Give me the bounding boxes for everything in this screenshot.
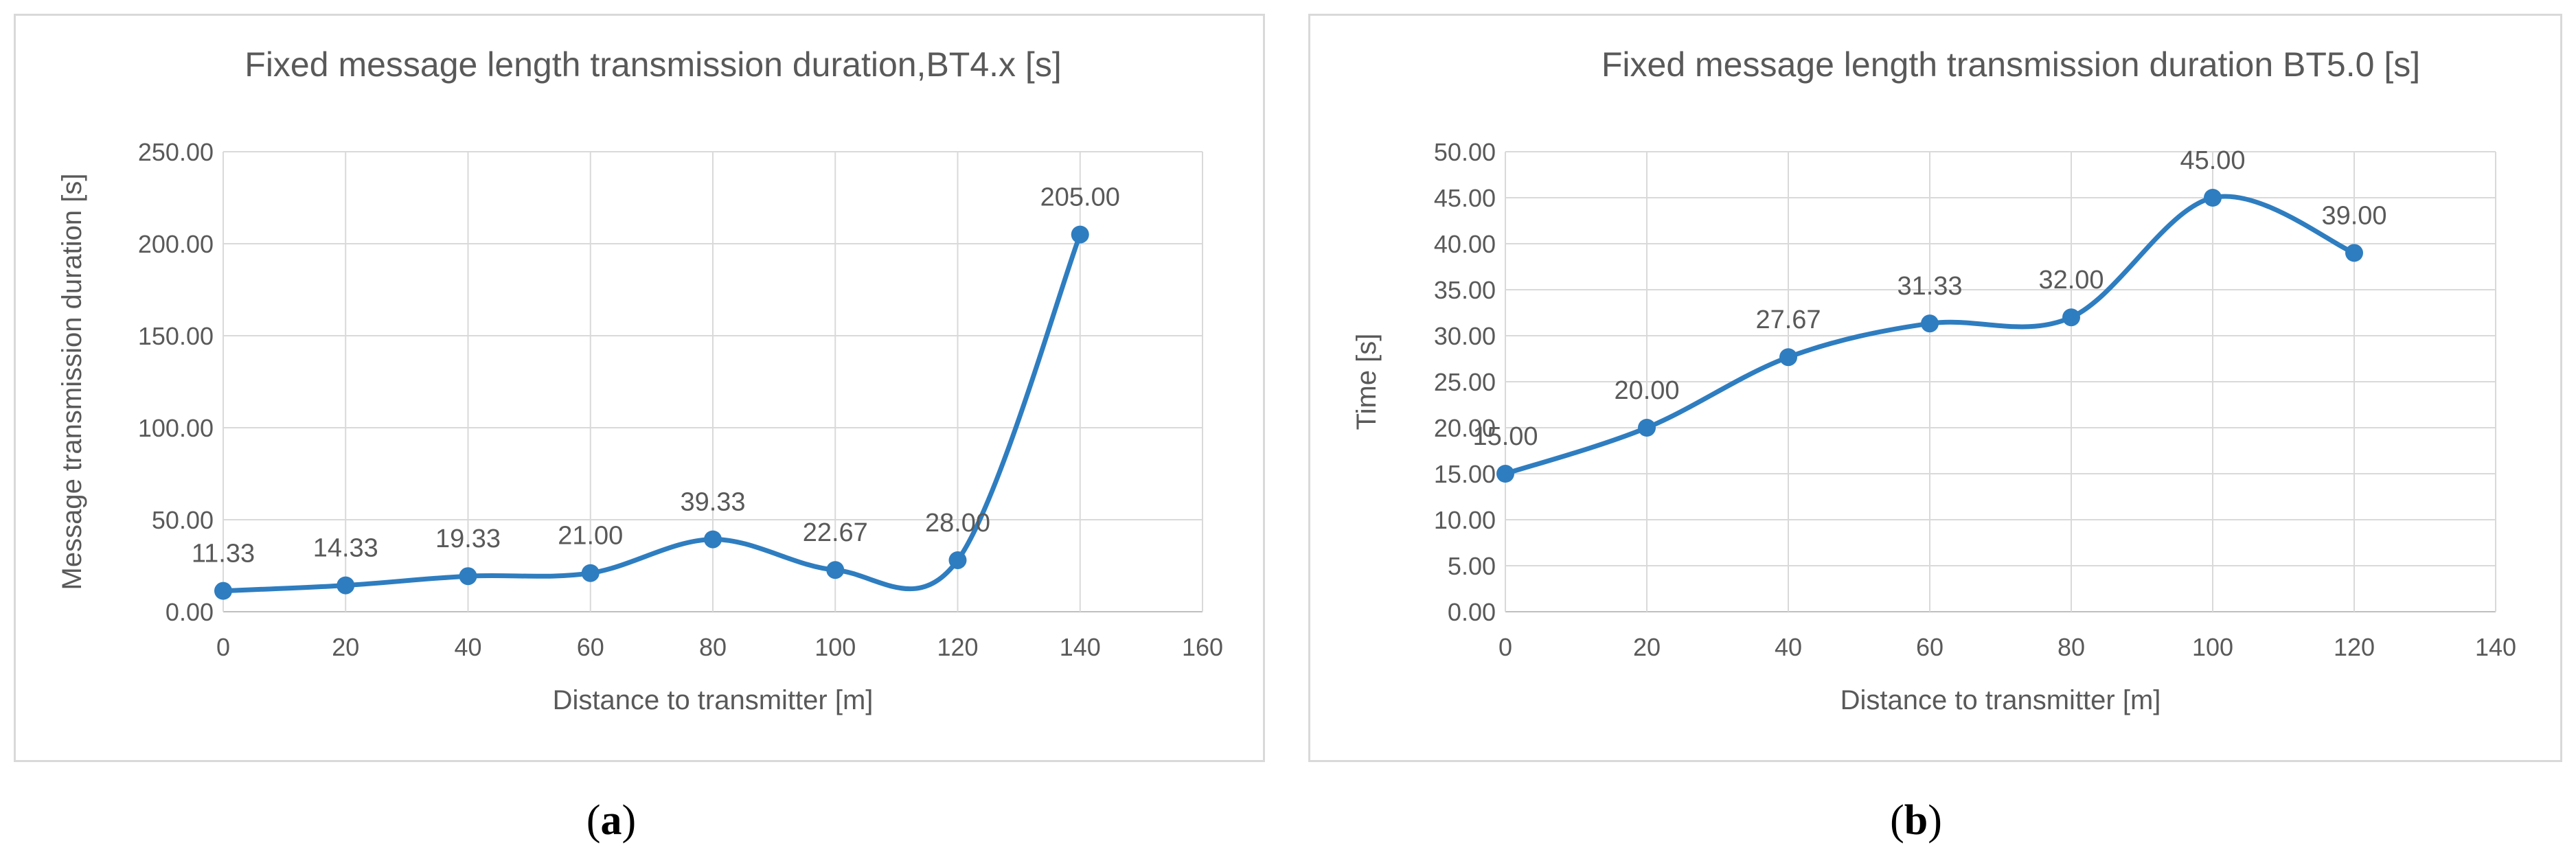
y-tick-label: 35.00 <box>1434 276 1496 304</box>
x-tick-label: 100 <box>814 633 856 661</box>
x-tick-label: 160 <box>1182 633 1223 661</box>
data-point <box>581 564 600 582</box>
data-point <box>1779 348 1797 367</box>
data-point <box>459 567 477 586</box>
data-point <box>826 561 845 579</box>
data-label: 31.33 <box>1897 272 1962 301</box>
data-label: 205.00 <box>1040 183 1120 212</box>
data-label: 20.00 <box>1614 376 1679 405</box>
chart-title: Fixed message length transmission durati… <box>1602 45 2420 84</box>
y-tick-label: 50.00 <box>1434 138 1496 166</box>
y-tick-label: 50.00 <box>152 506 214 534</box>
data-point <box>1496 465 1514 483</box>
y-tick-label: 150.00 <box>138 322 214 350</box>
x-axis-label: Distance to transmitter [m] <box>1840 685 2161 715</box>
data-point <box>2062 308 2080 327</box>
x-tick-label: 80 <box>2058 633 2085 661</box>
y-axis-label: Message transmission duration [s] <box>57 174 87 590</box>
caption-a: (a) <box>586 797 637 844</box>
chart-panel-a: Fixed message length transmission durati… <box>14 14 1265 762</box>
data-label: 22.67 <box>803 518 868 547</box>
data-label: 45.00 <box>2180 146 2245 175</box>
y-tick-label: 30.00 <box>1434 322 1496 350</box>
y-tick-label: 5.00 <box>1448 552 1496 580</box>
data-label: 27.67 <box>1755 306 1821 334</box>
data-label: 19.33 <box>435 525 501 553</box>
y-axis-label: Time [s] <box>1352 334 1382 430</box>
caption-b-letter: b <box>1904 797 1928 844</box>
data-point <box>1638 419 1656 437</box>
chart-a: Fixed message length transmission durati… <box>57 45 1223 715</box>
chart-panel-b: Fixed message length transmission durati… <box>1308 14 2562 762</box>
caption-a-letter: a <box>600 797 622 844</box>
data-point <box>1921 314 1939 333</box>
chart-b: Fixed message length transmission durati… <box>1352 45 2516 715</box>
data-point <box>948 551 967 569</box>
x-tick-label: 100 <box>2192 633 2233 661</box>
data-label: 14.33 <box>313 534 378 563</box>
data-point <box>2345 244 2363 262</box>
y-tick-label: 100.00 <box>138 414 214 442</box>
x-tick-label: 120 <box>937 633 978 661</box>
x-tick-label: 140 <box>2475 633 2516 661</box>
caption-b: (b) <box>1890 797 1942 844</box>
data-point <box>2204 189 2222 207</box>
y-tick-label: 0.00 <box>1448 598 1496 626</box>
data-label: 32.00 <box>2038 266 2104 295</box>
y-tick-label: 0.00 <box>166 598 214 626</box>
x-tick-label: 0 <box>1498 633 1512 661</box>
data-label: 28.00 <box>925 509 990 538</box>
y-tick-label: 40.00 <box>1434 230 1496 258</box>
y-tick-label: 25.00 <box>1434 368 1496 396</box>
data-label: 39.00 <box>2321 201 2386 230</box>
data-point <box>337 576 355 595</box>
data-label: 15.00 <box>1472 422 1538 451</box>
data-label: 11.33 <box>192 540 255 568</box>
y-tick-label: 15.00 <box>1434 460 1496 488</box>
x-tick-label: 40 <box>454 633 481 661</box>
data-point <box>1071 225 1089 244</box>
x-tick-label: 80 <box>699 633 727 661</box>
y-tick-label: 45.00 <box>1434 184 1496 212</box>
data-point <box>704 530 722 549</box>
y-tick-label: 250.00 <box>138 138 214 166</box>
data-label: 21.00 <box>558 522 623 551</box>
x-tick-label: 140 <box>1060 633 1101 661</box>
x-tick-label: 60 <box>1916 633 1944 661</box>
y-tick-label: 20.00 <box>1434 414 1496 442</box>
data-label: 39.33 <box>680 488 745 517</box>
x-tick-label: 0 <box>216 633 230 661</box>
data-point <box>214 582 232 600</box>
y-tick-label: 200.00 <box>138 230 214 258</box>
chart-title: Fixed message length transmission durati… <box>244 45 1061 84</box>
x-tick-label: 120 <box>2334 633 2375 661</box>
x-tick-label: 20 <box>1633 633 1661 661</box>
series-line <box>220 232 1083 594</box>
x-tick-label: 20 <box>332 633 359 661</box>
x-tick-label: 40 <box>1775 633 1802 661</box>
x-tick-label: 60 <box>577 633 604 661</box>
y-tick-label: 10.00 <box>1434 506 1496 534</box>
x-axis-label: Distance to transmitter [m] <box>553 685 874 715</box>
